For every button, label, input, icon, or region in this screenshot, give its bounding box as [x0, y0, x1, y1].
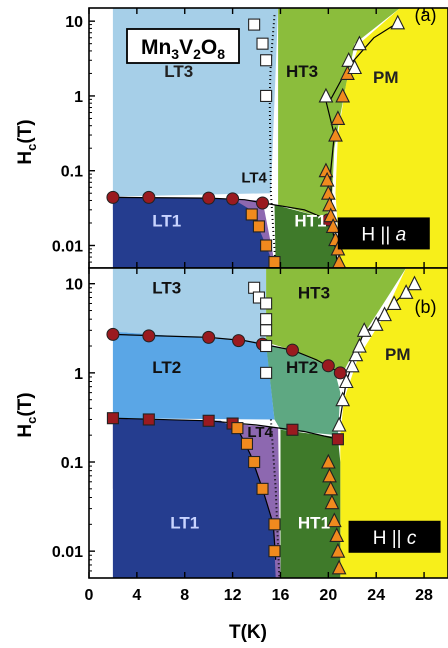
panel-b-y-label-unit: (T)	[15, 392, 36, 416]
panel-b-region-lt2	[113, 332, 275, 420]
panel-a-y-axis-label: Hc(T)	[15, 119, 39, 164]
compound-v: V	[179, 36, 193, 59]
panel-a-y-label-main: H	[15, 151, 36, 165]
panel-b-field-direction-text: H || c	[373, 528, 417, 549]
panel-b-region-label-ht1: HT1	[298, 513, 330, 532]
compound-o: O	[201, 36, 217, 59]
panel-b-marker-square-white-6	[261, 367, 272, 378]
panel-a-field-direction: H || a	[338, 217, 430, 249]
panel-b-marker-square-white-5	[261, 341, 272, 352]
panel-a-marker-square-orange-1	[253, 221, 264, 232]
panel-b-marker-square-red-1	[143, 414, 154, 425]
panel-b-field-direction: H || c	[349, 521, 441, 553]
panel-a-region-label-lt4: LT4	[241, 169, 267, 186]
panel-b-x-tick-label-3: 12	[224, 587, 242, 604]
panel-b-region-label-lt4: LT4	[247, 424, 273, 441]
panel-a-y-label-unit: (T)	[15, 119, 36, 143]
panel-b: LT3 LT2 LT4 LT1 HT3 HT2 HT1 PM 10 1 0.1 0.01 0 4 8 12…	[15, 268, 448, 604]
panel-b-marker-square-orange-4	[269, 519, 280, 530]
panel-a-region-label-pm: PM	[373, 68, 399, 87]
panel-b-y-axis-label: Hc(T)	[15, 392, 39, 437]
compound-sub-8: 8	[217, 46, 225, 62]
panel-b-marker-square-red-0	[107, 413, 118, 424]
panel-a-marker-square-white-0	[249, 19, 260, 30]
panel-b-y-tick-label-0: 10	[65, 277, 83, 294]
panel-b-x-tick-label-4: 16	[272, 587, 290, 604]
panel-b-y-label-main: H	[15, 424, 36, 438]
panel-a-marker-circle-2	[203, 192, 215, 204]
compound-formula: Mn3V2O8	[141, 36, 225, 62]
panel-a-field-direction-main: H ||	[361, 224, 395, 245]
panel-a-region-label-ht3: HT3	[286, 62, 318, 81]
panel-b-x-tick-label-5: 20	[319, 587, 337, 604]
panel-b-region-label-pm: PM	[385, 345, 411, 364]
panel-a-marker-circle-3	[227, 193, 239, 205]
panel-b-marker-circle-2	[203, 331, 215, 343]
panel-b-marker-square-red-5	[332, 434, 343, 445]
panel-a-y-tick-label-3: 0.01	[52, 238, 83, 255]
panel-b-field-direction-main: H ||	[373, 528, 407, 549]
panel-b-marker-square-red-2	[203, 415, 214, 426]
panel-b-marker-square-orange-0	[232, 423, 243, 434]
panel-b-y-tick-label-1: 1	[74, 366, 83, 383]
panel-b-marker-square-white-2	[261, 298, 272, 309]
panel-b-region-lt3	[113, 268, 266, 342]
panel-a-marker-square-white-3	[261, 90, 272, 101]
compound-sub-3: 3	[171, 46, 179, 62]
panel-b-marker-circle-0	[107, 328, 119, 340]
panel-b-marker-square-orange-5	[269, 546, 280, 557]
panel-a-y-tick-label-2: 0.1	[61, 164, 83, 181]
panel-b-region-label-ht2: HT2	[286, 358, 318, 377]
panel-a-field-direction-axis: a	[396, 224, 407, 245]
panel-b-marker-square-red-4	[287, 424, 298, 435]
panel-b-marker-square-orange-3	[257, 483, 268, 494]
panel-b-marker-circle-6	[322, 360, 334, 372]
panel-a-label: (a)	[414, 5, 436, 25]
compound-mn: Mn	[141, 36, 171, 59]
panel-b-marker-circle-1	[143, 330, 155, 342]
panel-b-field-direction-axis: c	[407, 528, 417, 549]
panel-a-region-label-ht1: HT1	[294, 211, 326, 230]
panel-b-y-tick-label-2: 0.1	[61, 455, 83, 472]
compound-label: Mn3V2O8	[127, 29, 239, 63]
panel-b-region-label-lt3: LT3	[152, 278, 181, 297]
panel-a-marker-square-orange-0	[246, 209, 257, 220]
panel-a-field-direction-text: H || a	[361, 224, 406, 245]
panel-b-x-tick-label-0: 0	[85, 587, 94, 604]
panel-b-marker-circle-3	[233, 335, 245, 347]
panel-b-x-tick-label-7: 28	[415, 587, 433, 604]
panel-a-marker-square-orange-2	[261, 240, 272, 251]
panel-b-x-tick-label-6: 24	[367, 587, 385, 604]
panel-b-marker-square-orange-2	[249, 457, 260, 468]
panel-a-marker-circle-4	[257, 197, 269, 209]
x-axis-label: T(K)	[229, 622, 267, 643]
panel-a-y-label-sub: c	[24, 144, 39, 151]
panel-b-region-label-lt2: LT2	[152, 358, 181, 377]
panel-b-y-label-sub: c	[24, 417, 39, 424]
panel-a-marker-square-white-1	[257, 38, 268, 49]
panel-a-region-label-lt1: LT1	[152, 211, 181, 230]
panel-b-region-label-ht3: HT3	[298, 284, 330, 303]
panel-a-region-label-lt3: LT3	[164, 62, 193, 81]
panel-a-y-tick-label-0: 10	[65, 14, 83, 31]
panel-b-x-tick-label-1: 4	[132, 587, 141, 604]
compound-sub-2: 2	[193, 46, 201, 62]
panel-b-marker-square-white-4	[261, 325, 272, 336]
panel-a-marker-circle-1	[143, 191, 155, 203]
panel-a-y-tick-label-1: 1	[74, 89, 83, 106]
panel-a-marker-square-white-2	[261, 55, 272, 66]
panel-b-marker-circle-5	[286, 344, 298, 356]
panel-b-x-tick-label-2: 8	[180, 587, 189, 604]
panel-b-marker-square-white-3	[261, 314, 272, 325]
panel-b-region-label-lt1: LT1	[170, 513, 199, 532]
panel-a-marker-circle-0	[107, 191, 119, 203]
panel-b-label: (b)	[414, 297, 436, 317]
panel-a-marker-square-orange-3	[269, 257, 280, 268]
panel-b-y-tick-label-3: 0.01	[52, 544, 83, 561]
